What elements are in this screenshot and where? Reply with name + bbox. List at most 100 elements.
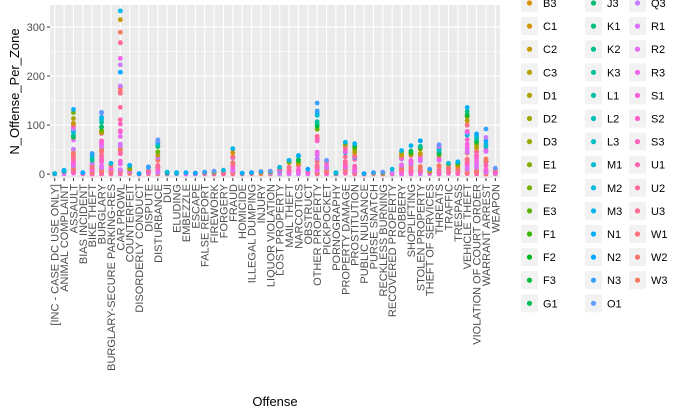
x-tick-label: LOST PROPERTY <box>275 183 287 276</box>
legend-item-c3: C3 <box>521 63 557 82</box>
legend-label: W1 <box>651 229 668 241</box>
data-point <box>155 137 161 143</box>
legend-label: S1 <box>651 90 664 102</box>
data-point <box>371 170 376 176</box>
legend-label: R3 <box>651 67 665 79</box>
legend-key <box>634 139 641 145</box>
legend-item-r1: R1 <box>629 17 665 36</box>
data-point <box>80 170 86 176</box>
x-tick-label: SHOPLIFTING <box>406 184 418 257</box>
data-point <box>342 159 348 164</box>
legend-key <box>634 23 641 29</box>
x-tick-label: CAR PROWL <box>115 184 127 251</box>
data-point <box>61 167 67 173</box>
data-point <box>117 167 123 172</box>
data-point <box>52 171 58 176</box>
legend-key <box>634 0 641 6</box>
x-tick-label: COUNTERFEIT <box>125 184 137 263</box>
legend-key <box>526 69 533 75</box>
data-point <box>117 62 123 68</box>
legend-label: Q3 <box>651 0 666 10</box>
y-axis: 0 100 200 300 <box>27 22 50 181</box>
legend-label: C3 <box>543 67 557 79</box>
legend-key <box>634 115 641 122</box>
data-point <box>117 104 123 110</box>
data-point <box>117 69 123 75</box>
x-tick-label: LIQUOR VIOLATION <box>265 184 277 287</box>
x-axis-title: Offense <box>252 394 297 409</box>
legend-item-n1: N1 <box>585 225 621 243</box>
legend-key <box>634 277 641 283</box>
data-point <box>99 124 104 130</box>
x-tick-label: RECOVERED PROPERTY <box>387 183 399 317</box>
x-tick-label: ANIMAL COMPLAINT <box>59 184 71 292</box>
legend-label: D3 <box>543 137 557 149</box>
legend-key <box>634 92 641 98</box>
legend-item-k1: K1 <box>585 17 620 36</box>
legend-key <box>526 277 533 283</box>
legend-key <box>590 0 597 6</box>
data-point <box>221 167 226 173</box>
legend-item-f1: F1 <box>521 225 556 243</box>
data-point <box>314 119 320 125</box>
data-point <box>192 170 198 176</box>
data-point <box>464 137 470 143</box>
legend-label: W2 <box>651 252 668 264</box>
x-tick-label: ESCAPE <box>190 184 202 229</box>
legend-label: U1 <box>651 160 665 172</box>
data-point <box>117 158 123 164</box>
data-point <box>286 164 292 170</box>
legend-item-l2: L2 <box>585 109 619 128</box>
legend-label: N2 <box>607 252 621 264</box>
legend-key <box>526 300 533 306</box>
data-point <box>464 117 470 123</box>
data-point <box>99 109 104 115</box>
x-tick-label: ASSAULT <box>68 184 80 234</box>
legend-key <box>590 139 597 145</box>
data-point <box>483 167 489 173</box>
x-tick-label: OTHER PROPERTY <box>312 183 324 286</box>
legend-item-s1: S1 <box>629 86 664 105</box>
legend-item-s2: S2 <box>629 109 664 128</box>
data-point <box>427 166 433 172</box>
data-point <box>117 17 123 23</box>
legend-key <box>590 92 597 98</box>
x-tick-label: WARRANT ARREST <box>481 184 493 286</box>
legend-item-g1: G1 <box>521 294 558 313</box>
x-tick-label: THREATS <box>434 184 446 235</box>
data-point <box>296 153 301 158</box>
data-point <box>117 128 123 134</box>
legend-item-f3: F3 <box>521 271 556 290</box>
legend-label: E1 <box>543 160 556 172</box>
data-point <box>117 29 123 35</box>
legend-label: S2 <box>651 114 664 126</box>
y-tick-label: 100 <box>27 120 45 132</box>
data-point <box>408 158 414 163</box>
data-point <box>464 108 470 114</box>
legend-key <box>590 277 597 283</box>
legend-label: C2 <box>543 44 557 56</box>
data-point <box>99 138 104 144</box>
x-axis: [INC - CASE DC USE ONLY]ANIMAL COMPLAINT… <box>50 178 502 371</box>
data-point <box>230 150 236 156</box>
x-tick-label: STOLEN PROPERTY <box>415 183 427 291</box>
legend-item-r2: R2 <box>629 40 665 59</box>
legend-label: W3 <box>651 275 668 287</box>
data-point <box>249 170 254 176</box>
data-point <box>342 139 348 145</box>
x-tick-label: FIREWORK <box>209 183 221 243</box>
legend-item-l3: L3 <box>585 132 619 151</box>
data-point <box>314 149 320 155</box>
data-point <box>464 105 470 110</box>
legend-item-n2: N2 <box>585 248 621 267</box>
legend-label: M3 <box>607 206 622 218</box>
legend-label: N1 <box>607 229 621 241</box>
legend-label: K3 <box>607 67 620 79</box>
legend-item-u1: U1 <box>629 155 665 174</box>
data-point <box>211 168 217 174</box>
x-tick-label: VEHICLE THEFT <box>462 184 474 270</box>
data-point <box>258 169 264 175</box>
data-point <box>127 162 133 168</box>
legend-item-w2: W2 <box>629 248 668 267</box>
x-tick-label: OBSTRUCT <box>303 184 315 245</box>
